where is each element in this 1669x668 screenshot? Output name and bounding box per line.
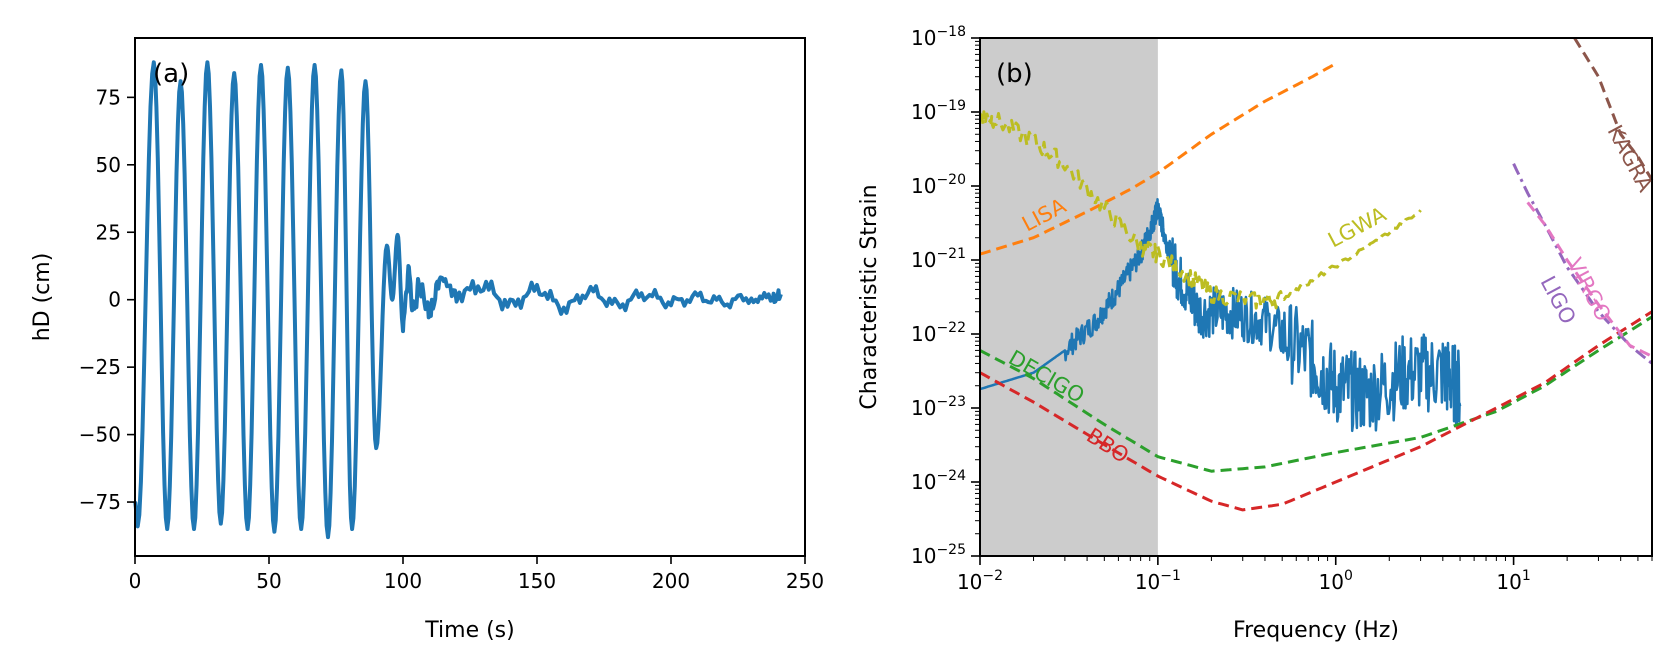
panel-a-label: (a) xyxy=(153,59,189,89)
panel-b-shaded-region xyxy=(980,38,1158,556)
panel-a-frame xyxy=(134,37,806,557)
panel-a-xlabel: Time (s) xyxy=(424,618,514,643)
panel-b-ytick-label: 10−24 xyxy=(911,468,966,494)
panel-b-frame xyxy=(979,37,1653,557)
panel-a-ytick-label: 50 xyxy=(96,153,121,177)
hd-waveform-series xyxy=(133,60,783,540)
panel-b-ytick-label: 10−21 xyxy=(911,246,966,272)
panel-a-xtick-label: 150 xyxy=(518,569,556,593)
panel-b-series-group xyxy=(978,37,1654,512)
panel-b-ytick-label: 10−19 xyxy=(911,98,966,124)
panel-a-xtick-label: 100 xyxy=(384,569,422,593)
bbo-series xyxy=(979,310,1653,512)
panel-b-xtick-label: 10−1 xyxy=(1135,568,1181,594)
panel-b-ytick-label: 10−25 xyxy=(911,542,966,568)
panel-b-xtick-label: 100 xyxy=(1319,568,1353,594)
panel-b-xtick-label: 10−2 xyxy=(957,568,1003,594)
panel-a-ytick-label: −75 xyxy=(79,490,121,514)
panel-b-ytick-label: 10−20 xyxy=(911,172,966,198)
panel-b-y-ticks: 10−25 10−24 10−23 10−22 10−21 10−20 10−19 10−18 xyxy=(911,24,980,568)
panel-b-xlabel: Frequency (Hz) xyxy=(1233,618,1399,643)
panel-b-ytick-label: 10−23 xyxy=(911,394,966,420)
panel-b-ytick-label: 10−22 xyxy=(911,320,966,346)
panel-a-series-group xyxy=(133,60,783,540)
panel-b-label: (b) xyxy=(996,59,1033,89)
lisa-series xyxy=(979,62,1337,256)
panel-a-ytick-label: 75 xyxy=(96,85,121,109)
panel-a-ytick-label: −50 xyxy=(79,423,121,447)
panel-a-ytick-label: 0 xyxy=(108,288,121,312)
lgwa-series xyxy=(978,110,1422,310)
panel-b-ytick-label: 10−18 xyxy=(911,24,966,50)
panel-a-xtick-label: 250 xyxy=(786,569,824,593)
panel-b: 10−2 10−1 100 101 10−25 10−24 10−23 10−22 10−21… xyxy=(857,24,1658,643)
panel-a-xtick-label: 200 xyxy=(652,569,690,593)
panel-a-x-ticks: 0 50 100 150 200 250 xyxy=(129,556,824,593)
signal-series xyxy=(979,197,1462,433)
panel-b-ylabel: Characteristic Strain xyxy=(857,184,882,409)
panel-a-xtick-label: 0 xyxy=(129,569,142,593)
panel-a-ytick-label: −25 xyxy=(79,355,121,379)
panel-a-ytick-label: 25 xyxy=(96,220,121,244)
panel-a-ylabel: hD (cm) xyxy=(30,253,55,342)
panel-a: 0 50 100 150 200 250 −75 −50 −25 0 25 50 75 (a) Tim… xyxy=(30,37,824,643)
panel-b-x-ticks: 10−2 10−1 100 101 xyxy=(957,556,1653,594)
kagra-series xyxy=(1573,37,1654,181)
decigo-series xyxy=(979,315,1653,473)
panel-a-y-ticks: −75 −50 −25 0 25 50 75 xyxy=(79,85,135,514)
panel-a-xtick-label: 50 xyxy=(256,569,281,593)
panel-b-xtick-label: 101 xyxy=(1496,568,1530,594)
virgo-series xyxy=(1526,201,1653,358)
